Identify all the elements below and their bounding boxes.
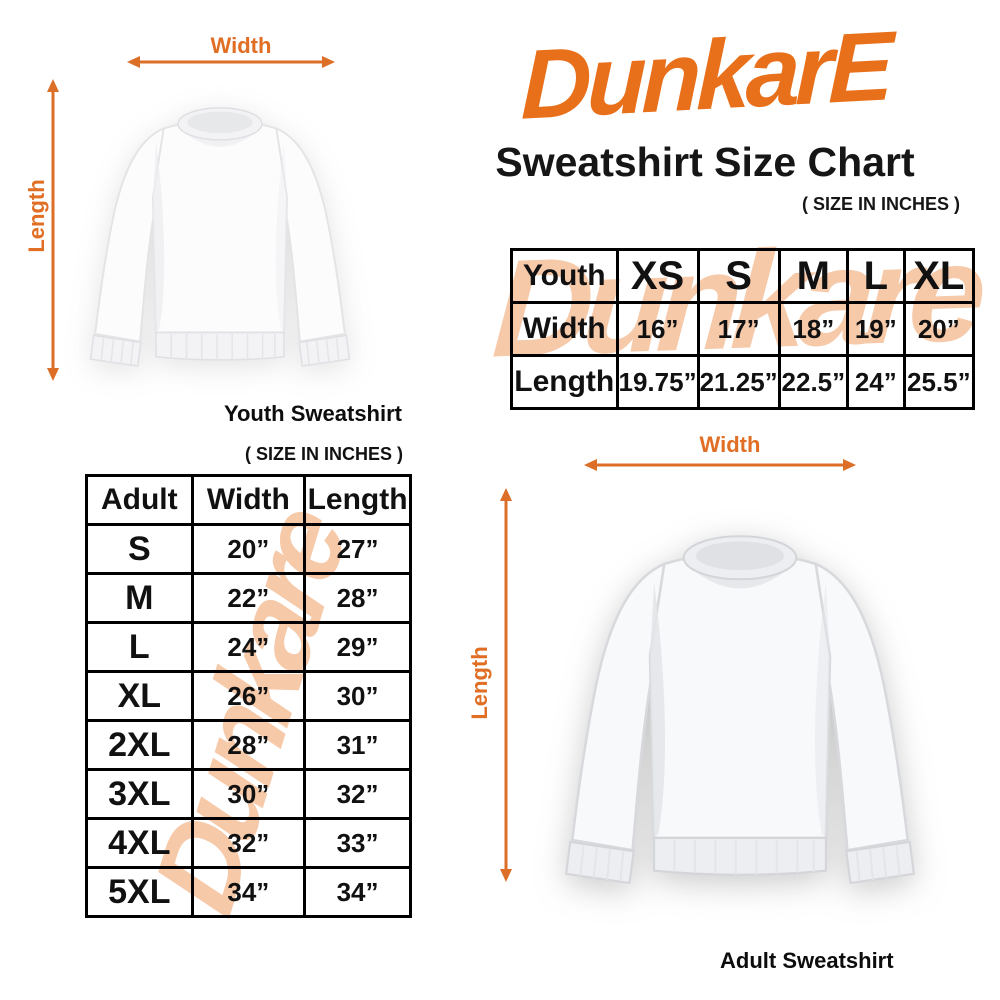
adult-size-5xl: 5XL (85, 866, 194, 918)
adult-size-4xl: 4XL (85, 817, 194, 869)
youth-size-col-m: M (777, 248, 850, 304)
youth-width-l: 19” (846, 301, 906, 357)
youth-length-xs: 19.75” (615, 354, 700, 410)
youth-length-row: Length 19.75” 21.25” 22.5” 24” 25.5” (510, 354, 976, 410)
adult-size-2xl: 2XL (85, 719, 194, 771)
adult-size-l: L (85, 621, 194, 673)
youth-width-m: 18” (777, 301, 850, 357)
adult-figure-caption: Adult Sweatshirt (720, 948, 894, 973)
adult-width-3xl: 30” (190, 768, 307, 820)
youth-length-row-label: Length (510, 354, 619, 410)
youth-figure-caption: Youth Sweatshirt (223, 401, 402, 426)
adult-length-m: 28” (303, 572, 412, 624)
youth-size-table: Youth XS S M L XL Width 16” 17” 18” 19” … (510, 248, 976, 410)
table-row-3xl: 3XL 30” 32” (85, 768, 412, 820)
youth-width-arrow-icon (127, 56, 335, 68)
adult-sweatshirt-image (564, 535, 916, 885)
youth-length-arrow-icon (47, 79, 59, 381)
brand-logo: DunkarE (520, 10, 890, 140)
adult-size-3xl: 3XL (85, 768, 194, 820)
youth-size-note: ( SIZE IN INCHES ) (801, 193, 960, 214)
adult-table-section: Dunkare Adult Width Length S 20” 27” M 2… (85, 474, 412, 944)
adult-width-s: 20” (190, 523, 307, 575)
youth-table-corner-cell: Youth (510, 248, 619, 304)
adult-length-3xl: 32” (303, 768, 412, 820)
table-row-4xl: 4XL 32” 33” (85, 817, 412, 869)
adult-length-4xl: 33” (303, 817, 412, 869)
youth-sweatshirt-image (89, 107, 351, 367)
adult-length-5xl: 34” (303, 866, 412, 918)
adult-size-table: Adult Width Length S 20” 27” M 22” 28” L… (85, 474, 412, 918)
adult-length-s: 27” (303, 523, 412, 575)
adult-length-xl: 30” (303, 670, 412, 722)
youth-size-col-xs: XS (615, 248, 700, 304)
adult-width-2xl: 28” (190, 719, 307, 771)
adult-length-2xl: 31” (303, 719, 412, 771)
adult-length-l: 29” (303, 621, 412, 673)
youth-width-s: 17” (696, 301, 781, 357)
youth-table-header-row: Youth XS S M L XL (510, 248, 976, 304)
table-row-2xl: 2XL 28” 31” (85, 719, 412, 771)
adult-width-m: 22” (190, 572, 307, 624)
adult-size-xl: XL (85, 670, 194, 722)
table-row-s: S 20” 27” (85, 523, 412, 575)
youth-width-xl: 20” (902, 301, 976, 357)
table-row-m: M 22” 28” (85, 572, 412, 624)
youth-length-xl: 25.5” (902, 354, 976, 410)
adult-length-header: Length (303, 474, 412, 526)
youth-length-m: 22.5” (777, 354, 850, 410)
adult-size-note: ( SIZE IN INCHES ) (244, 444, 403, 464)
adult-size-s: S (85, 523, 194, 575)
adult-width-label: Width (699, 432, 761, 457)
adult-length-label: Length (467, 646, 492, 720)
page-title: Sweatshirt Size Chart (495, 138, 915, 185)
youth-width-row-label: Width (510, 301, 619, 357)
youth-length-s: 21.25” (696, 354, 781, 410)
youth-size-col-l: L (846, 248, 906, 304)
adult-width-l: 24” (190, 621, 307, 673)
youth-size-col-s: S (696, 248, 781, 304)
adult-width-header: Width (190, 474, 307, 526)
adult-width-4xl: 32” (190, 817, 307, 869)
youth-length-l: 24” (846, 354, 906, 410)
table-row-5xl: 5XL 34” 34” (85, 866, 412, 918)
adult-width-arrow-icon (584, 459, 856, 471)
adult-width-5xl: 34” (190, 866, 307, 918)
youth-width-row: Width 16” 17” 18” 19” 20” (510, 301, 976, 357)
adult-width-xl: 26” (190, 670, 307, 722)
youth-width-xs: 16” (615, 301, 700, 357)
adult-size-m: M (85, 572, 194, 624)
youth-size-col-xl: XL (902, 248, 976, 304)
adult-figure: Width Length Adult Sweatshirt (440, 418, 1000, 993)
adult-table-header-row: Adult Width Length (85, 474, 412, 526)
youth-figure: Width Length Youth Sweatshirt (10, 12, 430, 428)
table-row-xl: XL 26” 30” (85, 670, 412, 722)
adult-table-corner-cell: Adult (85, 474, 194, 526)
youth-table-section: Dunkare Youth XS S M L XL Width 16” 17” … (489, 215, 981, 410)
adult-length-arrow-icon (500, 488, 512, 882)
youth-length-label: Length (24, 179, 49, 253)
table-row-l: L 24” 29” (85, 621, 412, 673)
brand-header: DunkarE Sweatshirt Size Chart ( SIZE IN … (430, 10, 980, 215)
youth-width-label: Width (210, 33, 272, 58)
